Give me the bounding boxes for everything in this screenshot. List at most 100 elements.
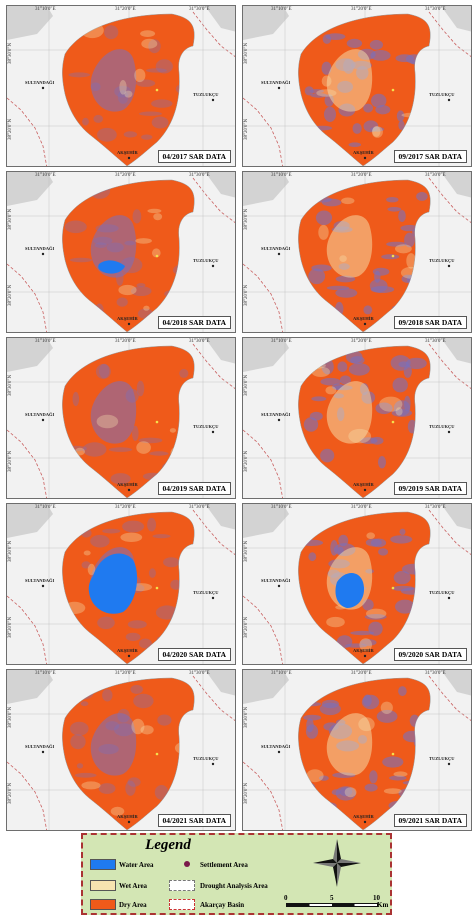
drought-analysis-area-swatch: [169, 880, 195, 891]
settlement-area-label: Settlement Area: [200, 861, 248, 869]
akarcay-basin-label: Akarçay Basin: [200, 901, 245, 909]
place-label-aksehir: AKŞEHİR: [117, 482, 138, 487]
place-label-aksehir: AKŞEHİR: [353, 814, 374, 819]
legend-title: Legend: [145, 837, 191, 853]
place-label-tuzlukcu: TUZLUKÇU: [429, 424, 455, 429]
place-label-sultandagi: SULTANDAĞI: [261, 744, 291, 749]
latitude-label: 38°30'0"N: [8, 208, 13, 230]
latitude-label: 38°30'0"N: [244, 42, 249, 64]
panel-caption: 04/2020 SAR DATA: [157, 648, 231, 661]
legend: Legend Water Area Wet Area Dry Area Sett…: [81, 833, 392, 915]
wet-area-swatch: [90, 880, 116, 891]
panel-caption: 04/2021 SAR DATA: [157, 814, 231, 827]
longitude-label: 31°20'0"E: [351, 671, 372, 676]
panel-caption: 04/2017 SAR DATA: [157, 150, 231, 163]
longitude-label: 31°20'0"E: [351, 505, 372, 510]
longitude-label: 31°10'0"E: [35, 671, 56, 676]
latitude-label: 38°30'0"N: [8, 540, 13, 562]
longitude-label: 31°30'0"E: [189, 671, 210, 676]
place-label-aksehir: AKŞEHİR: [353, 482, 374, 487]
wet-area-label: Wet Area: [119, 882, 148, 890]
place-label-tuzlukcu: TUZLUKÇU: [429, 756, 455, 761]
map-panel: 31°10'0"E 31°20'0"E 31°30'0"E 38°30'0"N 38°2…: [242, 669, 472, 831]
panel-caption: 04/2019 SAR DATA: [157, 482, 231, 495]
latitude-label: 38°20'0"N: [244, 782, 249, 804]
latitude-label: 38°30'0"N: [244, 706, 249, 728]
longitude-label: 31°20'0"E: [115, 505, 136, 510]
place-label-tuzlukcu: TUZLUKÇU: [193, 590, 219, 595]
map-panel: 31°10'0"E 31°20'0"E 31°30'0"E 38°30'0"N 38°2…: [242, 5, 472, 167]
place-label-sultandagi: SULTANDAĞI: [25, 744, 55, 749]
longitude-label: 31°10'0"E: [35, 173, 56, 178]
latitude-label: 38°20'0"N: [8, 118, 13, 140]
longitude-label: 31°30'0"E: [425, 7, 446, 12]
latitude-label: 38°20'0"N: [244, 118, 249, 140]
place-label-sultandagi: SULTANDAĞI: [261, 246, 291, 251]
latitude-label: 38°20'0"N: [8, 284, 13, 306]
map-panel: 31°10'0"E 31°20'0"E 31°30'0"E 38°30'0"N 38°2…: [6, 5, 236, 167]
scale-bar: [286, 903, 378, 907]
water-area-swatch: [90, 859, 116, 870]
akarcay-basin-swatch: [169, 899, 195, 910]
place-label-aksehir: AKŞEHİR: [117, 316, 138, 321]
map-panel: 31°10'0"E 31°20'0"E 31°30'0"E 38°30'0"N 38°2…: [242, 337, 472, 499]
place-label-sultandagi: SULTANDAĞI: [25, 80, 55, 85]
scale-label-5: 5: [330, 894, 334, 902]
longitude-label: 31°10'0"E: [271, 671, 292, 676]
latitude-label: 38°30'0"N: [8, 374, 13, 396]
map-panel: 31°10'0"E 31°20'0"E 31°30'0"E 38°30'0"N 38°2…: [242, 503, 472, 665]
longitude-label: 31°10'0"E: [35, 7, 56, 12]
settlement-marker-icon: [184, 861, 190, 867]
place-label-aksehir: AKŞEHİR: [353, 150, 374, 155]
longitude-label: 31°10'0"E: [35, 339, 56, 344]
scale-unit-label: Km: [377, 901, 389, 909]
dry-area-label: Dry Area: [119, 901, 147, 909]
place-label-tuzlukcu: TUZLUKÇU: [429, 92, 455, 97]
place-label-sultandagi: SULTANDAĞI: [261, 412, 291, 417]
scale-label-0: 0: [284, 894, 288, 902]
latitude-label: 38°30'0"N: [244, 374, 249, 396]
place-label-sultandagi: SULTANDAĞI: [25, 578, 55, 583]
longitude-label: 31°30'0"E: [425, 339, 446, 344]
north-arrow-icon: [313, 839, 361, 887]
water-area-label: Water Area: [119, 861, 154, 869]
map-panel: 31°10'0"E 31°20'0"E 31°30'0"E 38°30'0"N 38°2…: [6, 503, 236, 665]
longitude-label: 31°30'0"E: [425, 671, 446, 676]
latitude-label: 38°20'0"N: [244, 450, 249, 472]
place-label-aksehir: AKŞEHİR: [117, 814, 138, 819]
place-label-aksehir: AKŞEHİR: [353, 648, 374, 653]
longitude-label: 31°30'0"E: [189, 7, 210, 12]
map-panel: 31°10'0"E 31°20'0"E 31°30'0"E 38°30'0"N 38°2…: [6, 337, 236, 499]
latitude-label: 38°30'0"N: [8, 42, 13, 64]
latitude-label: 38°30'0"N: [244, 540, 249, 562]
panel-caption: 09/2017 SAR DATA: [393, 150, 467, 163]
place-label-tuzlukcu: TUZLUKÇU: [429, 258, 455, 263]
longitude-label: 31°20'0"E: [351, 7, 372, 12]
longitude-label: 31°10'0"E: [271, 339, 292, 344]
drought-analysis-area-label: Drought Analysis Area: [200, 882, 268, 890]
place-label-tuzlukcu: TUZLUKÇU: [193, 756, 219, 761]
place-label-sultandagi: SULTANDAĞI: [25, 246, 55, 251]
longitude-label: 31°10'0"E: [271, 505, 292, 510]
place-label-aksehir: AKŞEHİR: [353, 316, 374, 321]
map-panel: 31°10'0"E 31°20'0"E 31°30'0"E 38°30'0"N 38°2…: [6, 669, 236, 831]
panel-caption: 09/2021 SAR DATA: [393, 814, 467, 827]
latitude-label: 38°20'0"N: [244, 284, 249, 306]
longitude-label: 31°30'0"E: [189, 505, 210, 510]
place-label-aksehir: AKŞEHİR: [117, 150, 138, 155]
longitude-label: 31°20'0"E: [115, 173, 136, 178]
place-label-aksehir: AKŞEHİR: [117, 648, 138, 653]
longitude-label: 31°20'0"E: [115, 7, 136, 12]
latitude-label: 38°30'0"N: [244, 208, 249, 230]
longitude-label: 31°30'0"E: [189, 339, 210, 344]
scale-label-10: 10: [373, 894, 380, 902]
map-panel: 31°10'0"E 31°20'0"E 31°30'0"E 38°30'0"N 38°2…: [242, 171, 472, 333]
longitude-label: 31°10'0"E: [271, 7, 292, 12]
place-label-sultandagi: SULTANDAĞI: [261, 578, 291, 583]
longitude-label: 31°30'0"E: [425, 505, 446, 510]
place-label-tuzlukcu: TUZLUKÇU: [429, 590, 455, 595]
place-label-tuzlukcu: TUZLUKÇU: [193, 92, 219, 97]
place-label-sultandagi: SULTANDAĞI: [25, 412, 55, 417]
latitude-label: 38°20'0"N: [244, 616, 249, 638]
place-label-tuzlukcu: TUZLUKÇU: [193, 424, 219, 429]
